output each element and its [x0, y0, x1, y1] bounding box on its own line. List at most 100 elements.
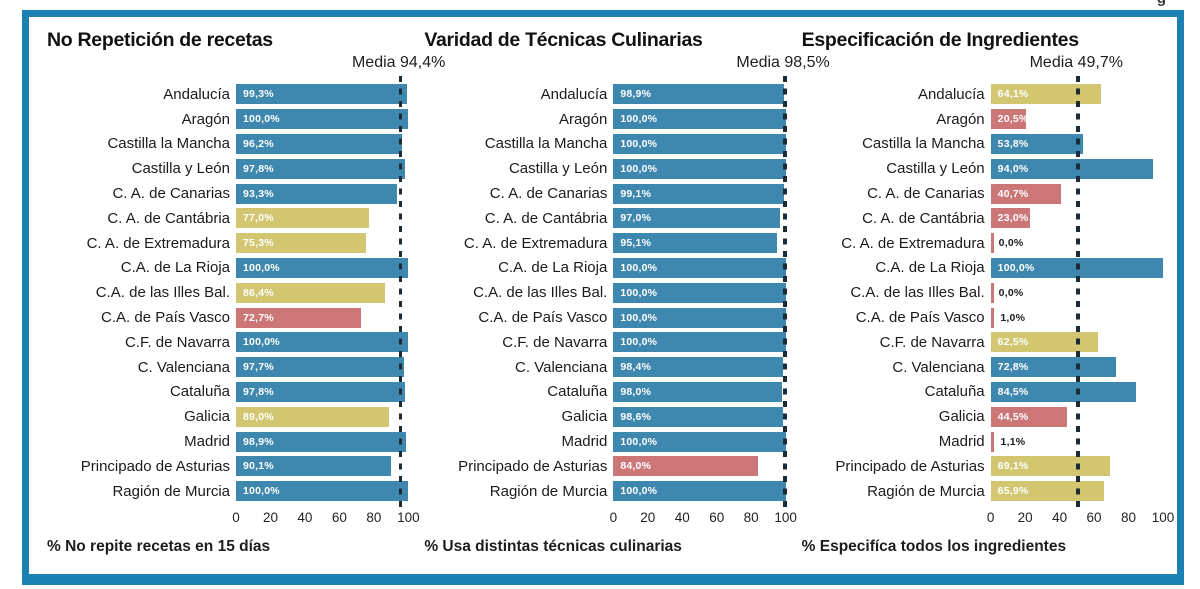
category-label: Aragón [936, 110, 985, 128]
category-label: C. A. de Cantábria [484, 209, 608, 227]
bar-track: 100,0% [236, 257, 409, 278]
category-label: Castilla la Mancha [107, 135, 230, 153]
bar-row: C. A. de Extremadura 75,3% [45, 231, 408, 256]
bar-row: Castilla y León 100,0% [422, 156, 786, 181]
bar-row: C. A. de Extremadura 0,0% [800, 231, 1163, 256]
value-label: 97,8% [243, 385, 274, 398]
category-label: C. A. de Canarias [867, 185, 985, 203]
category-label: Galicia [938, 408, 985, 426]
x-axis-tick: 100 [1151, 509, 1175, 525]
value-bar [613, 257, 786, 278]
value-label: 97,0% [620, 212, 652, 225]
chart-plot-area: Media 98,5% Andalucía 98,9% Aragón 100,0% Ca… [422, 52, 830, 512]
value-label: 100,0% [243, 261, 280, 274]
category-label: C.A. de las Illes Bal. [850, 284, 985, 302]
bar-row: C.A. de las Illes Bal. 86,4% [45, 280, 408, 305]
charts-frame: No Repetición de recetas Media 94,4% And… [22, 10, 1184, 585]
bar-track: 97,0% [613, 208, 785, 229]
category-label: Cataluña [924, 383, 985, 401]
value-bar [236, 481, 409, 502]
media-dashed-line [398, 76, 403, 512]
bar-track: 23,0% [990, 208, 1163, 229]
value-label: 53,8% [997, 137, 1029, 150]
cropped-top-margin: g [0, 0, 1200, 10]
bar-track: 84,5% [990, 381, 1163, 402]
value-label: 44,5% [997, 410, 1029, 423]
value-label: 100,0% [243, 336, 280, 349]
x-axis-tick: 0 [232, 509, 240, 525]
category-label: C. A. de Cantábria [862, 209, 985, 227]
value-label: 96,2% [243, 137, 274, 150]
bar-row: C. Valenciana 72,8% [800, 355, 1163, 380]
bar-track: 86,4% [236, 282, 408, 303]
bar-row: Andalucía 99,3% [45, 82, 408, 107]
value-label: 23,0% [997, 212, 1029, 225]
category-label: C.A. de País Vasco [478, 309, 608, 327]
value-label: 75,3% [243, 236, 274, 249]
value-bar [236, 357, 405, 378]
bar-row: Ragión de Murcia 100,0% [422, 479, 786, 504]
x-axis-tick: 80 [1121, 509, 1137, 525]
bar-row: C. A. de Canarias 40,7% [800, 181, 1163, 206]
category-label: C. A. de Canarias [112, 185, 230, 203]
category-label: Ragión de Murcia [489, 482, 608, 500]
bar-track: 72,7% [236, 307, 408, 328]
bar-track: 40,7% [990, 183, 1163, 204]
x-axis-tick: 80 [366, 509, 382, 525]
value-bar [990, 233, 994, 254]
category-label: Ragión de Murcia [867, 482, 985, 500]
value-label: 98,9% [243, 435, 274, 448]
category-label: Castilla la Mancha [862, 135, 985, 153]
category-label: C.A. de La Rioja [498, 259, 608, 277]
value-bar [613, 307, 786, 328]
value-bar [613, 456, 759, 477]
value-label: 1,0% [1000, 311, 1026, 324]
bar-track: 100,0% [613, 332, 786, 353]
x-axis-tick: 0 [986, 509, 995, 525]
bar-track: 100,0% [613, 481, 786, 502]
bar-rows: Andalucía 99,3% Aragón 100,0% Castilla la Ma… [45, 82, 409, 504]
value-label: 94,0% [997, 162, 1029, 175]
bar-track: 0,0% [990, 282, 1163, 303]
value-bar [990, 307, 994, 328]
value-label: 100,0% [243, 484, 280, 497]
category-label: Ragión de Murcia [112, 482, 230, 500]
value-bar [236, 233, 366, 254]
x-axis-tick: 20 [640, 509, 656, 525]
category-label: Galicia [184, 408, 230, 426]
value-bar [990, 133, 1084, 154]
bar-track: 75,3% [236, 233, 408, 254]
bar-row: Principado de Asturias 69,1% [800, 454, 1163, 479]
value-bar [236, 381, 405, 402]
category-label: Principado de Asturias [80, 457, 230, 475]
value-bar [990, 456, 1110, 477]
category-label: Andalucía [917, 85, 985, 103]
x-axis-tick: 40 [1052, 509, 1068, 525]
value-label: 98,6% [620, 410, 652, 423]
value-bar [990, 158, 1153, 179]
panel-especificacion-ingredientes: Especificación de Ingredientes Media 49,… [800, 27, 1175, 572]
bar-row: Ragión de Murcia 65,9% [800, 479, 1163, 504]
bar-row: Cataluña 84,5% [800, 380, 1163, 405]
category-label: Castilla y León [886, 160, 985, 178]
category-label: C. A. de Extremadura [841, 234, 985, 252]
bar-row: C. A. de Canarias 99,1% [422, 181, 785, 206]
value-label: 100,0% [997, 261, 1035, 274]
category-label: Cataluña [547, 383, 608, 401]
category-label: Aragón [558, 110, 608, 128]
x-axis-label: % Especifíca todos los ingredientes [801, 537, 1067, 555]
x-axis-tick: 20 [262, 509, 278, 525]
bar-track: 93,3% [236, 183, 408, 204]
value-bar [236, 158, 405, 179]
bar-rows: Andalucía 98,9% Aragón 100,0% Castilla la Ma… [422, 82, 786, 504]
bar-row: C. A. de Canarias 93,3% [45, 181, 408, 206]
value-bar [613, 431, 786, 452]
value-bar [236, 109, 409, 130]
bar-track: 20,5% [990, 109, 1163, 130]
bar-track: 99,1% [613, 183, 785, 204]
bar-row: C.A. de las Illes Bal. 100,0% [422, 280, 786, 305]
value-bar [613, 208, 781, 229]
category-label: C. Valenciana [892, 358, 985, 376]
bar-row: Principado de Asturias 84,0% [422, 454, 785, 479]
category-label: C.F. de Navarra [124, 333, 230, 351]
